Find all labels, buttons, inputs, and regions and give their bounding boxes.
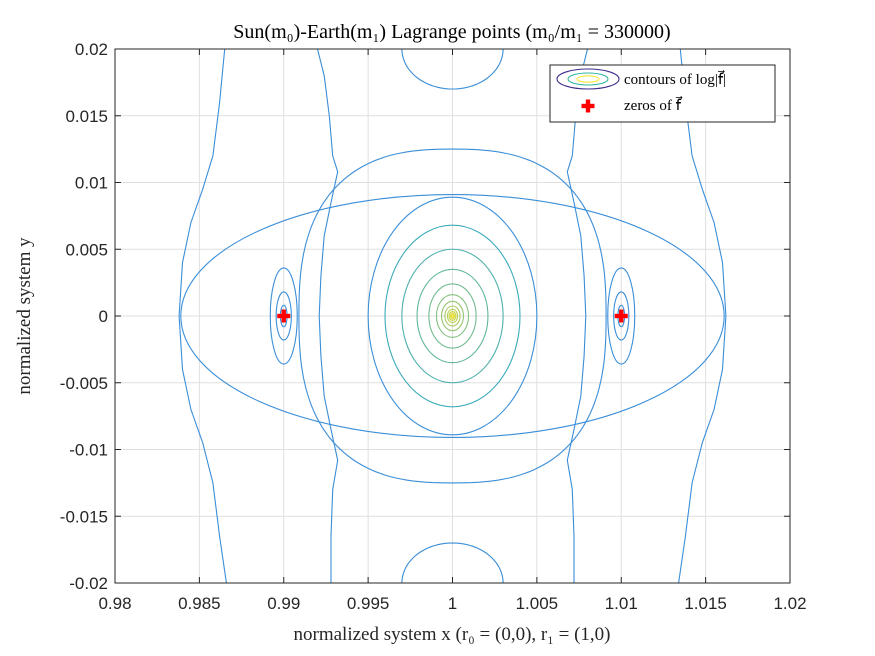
center-contour-ring	[448, 311, 457, 321]
right-zero-contour	[607, 267, 636, 365]
center-contour-ring	[435, 294, 470, 338]
legend-plus-marker	[581, 99, 595, 113]
center-contour-ring	[428, 283, 477, 349]
outer-curve-right	[678, 49, 727, 583]
plus-bar-vertical	[585, 99, 591, 113]
center-contour-ring	[446, 308, 459, 324]
center-contour-ring	[450, 314, 455, 318]
legend-swatch-inner	[576, 75, 600, 83]
x-tick-label: 1	[448, 594, 457, 613]
y-axis-ticks: 0.02 0.015 0.01 0.005 0 -0.005 -0.01 -0.015 -0.0…	[60, 40, 790, 593]
legend-contour-swatch	[556, 68, 620, 90]
outer-curve-left	[178, 49, 227, 583]
x-tick-label: 1.005	[516, 594, 559, 613]
y-tick-label: 0.015	[65, 107, 108, 126]
center-contour-ring	[401, 248, 504, 384]
plus-bar-vertical	[281, 309, 286, 323]
y-tick-label: 0	[99, 307, 108, 326]
zero-marker	[614, 309, 628, 323]
y-tick-label: -0.01	[69, 441, 108, 460]
y-tick-label: 0.01	[75, 174, 108, 193]
contour-lines	[178, 49, 727, 583]
x-tick-label: 0.98	[98, 594, 131, 613]
right-zero-contour	[613, 291, 630, 341]
y-tick-label: -0.015	[60, 507, 108, 526]
center-contour-ring	[449, 312, 456, 320]
y-tick-label: -0.02	[69, 574, 108, 593]
x-tick-label: 1.01	[605, 594, 638, 613]
left-zero-contour	[269, 267, 298, 365]
legend-label-zeros: zeros of f⃗	[624, 95, 683, 114]
center-contour-ring	[444, 305, 461, 327]
x-tick-label: 1.015	[684, 594, 727, 613]
legend-swatch-outer	[556, 68, 620, 90]
legend-zero-marker	[581, 99, 595, 113]
center-contour-ring	[367, 196, 538, 436]
y-axis-label: normalized system y	[14, 237, 35, 395]
y-tick-label: -0.005	[60, 374, 108, 393]
top-arc-contour	[401, 49, 504, 90]
y-tick-label: 0.005	[65, 240, 108, 259]
center-contour-ring	[416, 268, 489, 364]
chart-title: Sun(m₀)-Earth(m₁) Lagrange points (m₀/m₁…	[233, 21, 670, 43]
x-axis-label: normalized system x (r₀ = (0,0), r₁ = (1…	[294, 624, 611, 645]
y-tick-label: 0.02	[75, 40, 108, 59]
center-contour-squircle	[298, 148, 607, 484]
x-tick-label: 0.985	[178, 594, 221, 613]
center-contour-ring	[384, 224, 521, 408]
plus-bar-vertical	[619, 309, 624, 323]
bottom-arc-contour	[401, 542, 504, 583]
outer-contour-ellipse	[180, 193, 725, 439]
x-axis-ticks: 0.98 0.985 0.99 0.995 1 1.005 1.01 1.015 1.02	[98, 49, 807, 613]
left-zero-contour	[275, 291, 292, 341]
center-contour-ring	[440, 300, 465, 332]
separatrix-right	[566, 49, 589, 583]
legend-swatch-mid	[567, 72, 609, 86]
separatrix-left	[316, 49, 339, 583]
x-tick-label: 0.995	[347, 594, 390, 613]
zero-marker	[277, 309, 291, 323]
x-tick-label: 1.02	[773, 594, 806, 613]
legend: contours of log|f⃗| zeros of f⃗	[549, 64, 776, 123]
legend-label-contours: contours of log|f⃗|	[624, 69, 726, 88]
zero-markers	[277, 309, 628, 323]
x-tick-label: 0.99	[267, 594, 300, 613]
